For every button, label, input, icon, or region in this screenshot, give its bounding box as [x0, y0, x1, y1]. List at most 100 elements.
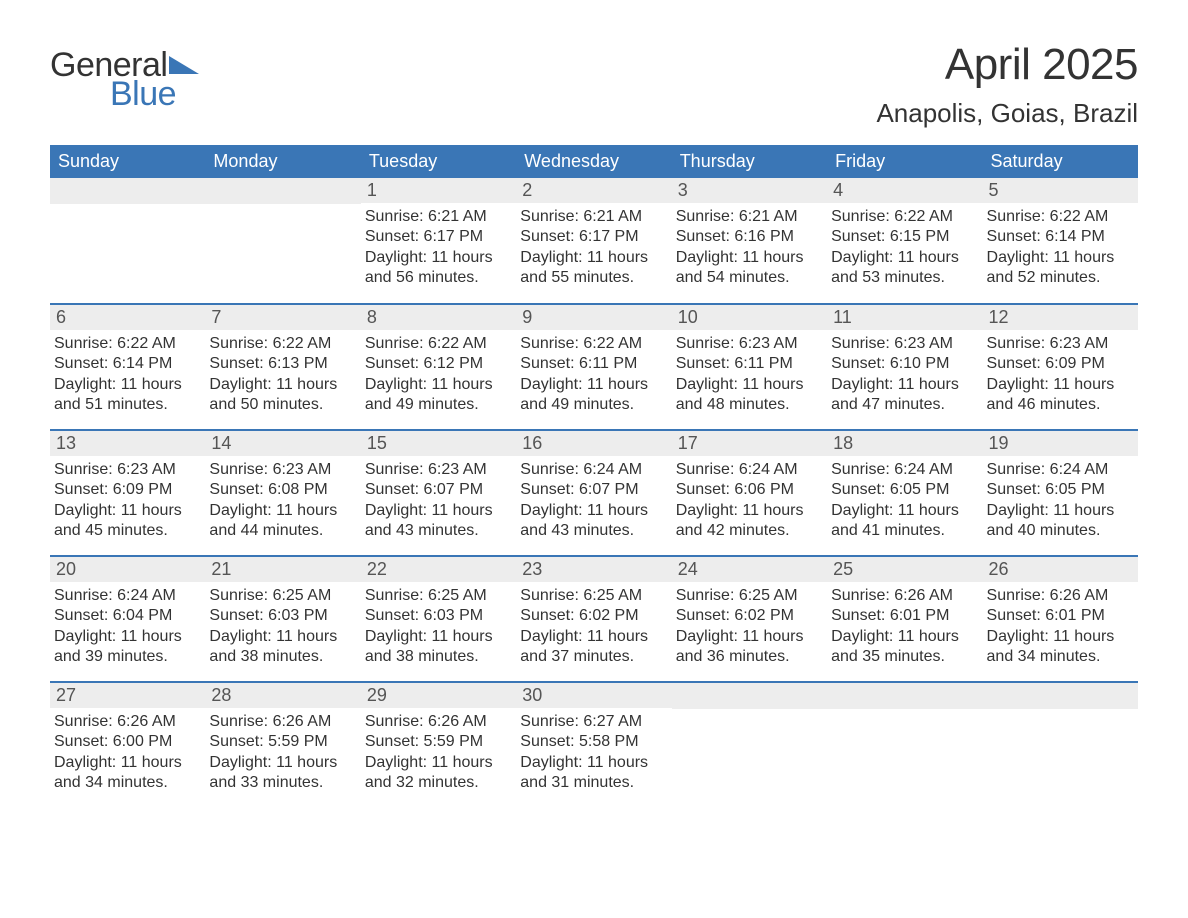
logo: General Blue	[50, 46, 199, 114]
sunrise-line: Sunrise: 6:22 AM	[987, 207, 1134, 227]
day-details: Sunrise: 6:21 AMSunset: 6:17 PMDaylight:…	[361, 203, 516, 293]
day-details: Sunrise: 6:22 AMSunset: 6:11 PMDaylight:…	[516, 330, 671, 420]
daylight-line: Daylight: 11 hours and 44 minutes.	[209, 501, 356, 542]
daylight-line: Daylight: 11 hours and 43 minutes.	[520, 501, 667, 542]
sunset-line: Sunset: 6:17 PM	[520, 227, 667, 247]
calendar-day-cell: 25Sunrise: 6:26 AMSunset: 6:01 PMDayligh…	[827, 556, 982, 682]
day-number: 7	[205, 305, 360, 330]
day-details: Sunrise: 6:23 AMSunset: 6:11 PMDaylight:…	[672, 330, 827, 420]
day-number: 28	[205, 683, 360, 708]
sunrise-line: Sunrise: 6:23 AM	[987, 334, 1134, 354]
calendar-day-cell: 4Sunrise: 6:22 AMSunset: 6:15 PMDaylight…	[827, 178, 982, 304]
sunset-line: Sunset: 6:04 PM	[54, 606, 201, 626]
day-number: 11	[827, 305, 982, 330]
sunrise-line: Sunrise: 6:26 AM	[987, 586, 1134, 606]
sunset-line: Sunset: 6:09 PM	[987, 354, 1134, 374]
weekday-header: Wednesday	[516, 145, 671, 178]
sunrise-line: Sunrise: 6:21 AM	[365, 207, 512, 227]
day-number: 5	[983, 178, 1138, 203]
daylight-line: Daylight: 11 hours and 37 minutes.	[520, 627, 667, 668]
sunrise-line: Sunrise: 6:25 AM	[365, 586, 512, 606]
calendar-day-cell: 11Sunrise: 6:23 AMSunset: 6:10 PMDayligh…	[827, 304, 982, 430]
calendar-day-cell	[983, 682, 1138, 808]
day-number: 1	[361, 178, 516, 203]
day-number: 24	[672, 557, 827, 582]
day-number: 6	[50, 305, 205, 330]
day-details: Sunrise: 6:23 AMSunset: 6:07 PMDaylight:…	[361, 456, 516, 546]
daylight-line: Daylight: 11 hours and 46 minutes.	[987, 375, 1134, 416]
sunrise-line: Sunrise: 6:26 AM	[209, 712, 356, 732]
weekday-header: Thursday	[672, 145, 827, 178]
calendar-day-cell	[827, 682, 982, 808]
day-number	[827, 683, 982, 709]
day-number: 26	[983, 557, 1138, 582]
sunset-line: Sunset: 5:59 PM	[365, 732, 512, 752]
day-details: Sunrise: 6:24 AMSunset: 6:07 PMDaylight:…	[516, 456, 671, 546]
day-number	[205, 178, 360, 204]
sunrise-line: Sunrise: 6:25 AM	[209, 586, 356, 606]
sunrise-line: Sunrise: 6:26 AM	[54, 712, 201, 732]
day-details: Sunrise: 6:26 AMSunset: 5:59 PMDaylight:…	[361, 708, 516, 798]
calendar-day-cell: 15Sunrise: 6:23 AMSunset: 6:07 PMDayligh…	[361, 430, 516, 556]
sunrise-line: Sunrise: 6:21 AM	[676, 207, 823, 227]
daylight-line: Daylight: 11 hours and 54 minutes.	[676, 248, 823, 289]
calendar-week-row: 20Sunrise: 6:24 AMSunset: 6:04 PMDayligh…	[50, 556, 1138, 682]
sunset-line: Sunset: 5:59 PM	[209, 732, 356, 752]
day-details: Sunrise: 6:24 AMSunset: 6:06 PMDaylight:…	[672, 456, 827, 546]
calendar-day-cell: 12 Sunrise: 6:23 AMSunset: 6:09 PMDayligh…	[983, 304, 1138, 430]
day-number: 22	[361, 557, 516, 582]
sunrise-line: Sunrise: 6:22 AM	[365, 334, 512, 354]
day-details: Sunrise: 6:26 AMSunset: 5:59 PMDaylight:…	[205, 708, 360, 798]
calendar-week-row: 6Sunrise: 6:22 AMSunset: 6:14 PMDaylight…	[50, 304, 1138, 430]
sunrise-line: Sunrise: 6:25 AM	[676, 586, 823, 606]
calendar-day-cell: 28Sunrise: 6:26 AMSunset: 5:59 PMDayligh…	[205, 682, 360, 808]
sunset-line: Sunset: 6:06 PM	[676, 480, 823, 500]
calendar-day-cell: 3Sunrise: 6:21 AMSunset: 6:16 PMDaylight…	[672, 178, 827, 304]
calendar-table: SundayMondayTuesdayWednesdayThursdayFrid…	[50, 145, 1138, 808]
sunset-line: Sunset: 6:03 PM	[365, 606, 512, 626]
page-title: April 2025	[876, 40, 1138, 90]
sunrise-line: Sunrise: 6:22 AM	[831, 207, 978, 227]
day-details: Sunrise: 6:22 AMSunset: 6:14 PMDaylight:…	[50, 330, 205, 420]
sunrise-line: Sunrise: 6:26 AM	[831, 586, 978, 606]
calendar-day-cell: 21Sunrise: 6:25 AMSunset: 6:03 PMDayligh…	[205, 556, 360, 682]
sunrise-line: Sunrise: 6:27 AM	[520, 712, 667, 732]
sunset-line: Sunset: 6:14 PM	[987, 227, 1134, 247]
daylight-line: Daylight: 11 hours and 51 minutes.	[54, 375, 201, 416]
daylight-line: Daylight: 11 hours and 55 minutes.	[520, 248, 667, 289]
day-number: 13	[50, 431, 205, 456]
day-details: Sunrise: 6:26 AMSunset: 6:01 PMDaylight:…	[983, 582, 1138, 672]
day-details: Sunrise: 6:25 AMSunset: 6:03 PMDaylight:…	[361, 582, 516, 672]
sunset-line: Sunset: 6:02 PM	[676, 606, 823, 626]
calendar-day-cell: 24Sunrise: 6:25 AMSunset: 6:02 PMDayligh…	[672, 556, 827, 682]
sunset-line: Sunset: 5:58 PM	[520, 732, 667, 752]
calendar-day-cell: 13Sunrise: 6:23 AMSunset: 6:09 PMDayligh…	[50, 430, 205, 556]
daylight-line: Daylight: 11 hours and 49 minutes.	[520, 375, 667, 416]
day-number: 12	[983, 305, 1138, 330]
sunrise-line: Sunrise: 6:22 AM	[54, 334, 201, 354]
sunset-line: Sunset: 6:11 PM	[520, 354, 667, 374]
sunrise-line: Sunrise: 6:24 AM	[54, 586, 201, 606]
day-details: Sunrise: 6:21 AMSunset: 6:17 PMDaylight:…	[516, 203, 671, 293]
calendar-day-cell: 2Sunrise: 6:21 AMSunset: 6:17 PMDaylight…	[516, 178, 671, 304]
weekday-header: Monday	[205, 145, 360, 178]
daylight-line: Daylight: 11 hours and 38 minutes.	[365, 627, 512, 668]
calendar-day-cell: 18Sunrise: 6:24 AMSunset: 6:05 PMDayligh…	[827, 430, 982, 556]
daylight-line: Daylight: 11 hours and 41 minutes.	[831, 501, 978, 542]
calendar-day-cell: 14Sunrise: 6:23 AMSunset: 6:08 PMDayligh…	[205, 430, 360, 556]
day-number: 14	[205, 431, 360, 456]
day-number: 10	[672, 305, 827, 330]
sunset-line: Sunset: 6:05 PM	[987, 480, 1134, 500]
calendar-day-cell: 1Sunrise: 6:21 AMSunset: 6:17 PMDaylight…	[361, 178, 516, 304]
calendar-day-cell: 16Sunrise: 6:24 AMSunset: 6:07 PMDayligh…	[516, 430, 671, 556]
day-number: 21	[205, 557, 360, 582]
day-details: Sunrise: 6:25 AMSunset: 6:02 PMDaylight:…	[672, 582, 827, 672]
sunrise-line: Sunrise: 6:24 AM	[676, 460, 823, 480]
calendar-day-cell: 29Sunrise: 6:26 AMSunset: 5:59 PMDayligh…	[361, 682, 516, 808]
calendar-day-cell: 20Sunrise: 6:24 AMSunset: 6:04 PMDayligh…	[50, 556, 205, 682]
daylight-line: Daylight: 11 hours and 34 minutes.	[987, 627, 1134, 668]
day-number: 17	[672, 431, 827, 456]
calendar-day-cell: 26Sunrise: 6:26 AMSunset: 6:01 PMDayligh…	[983, 556, 1138, 682]
sunrise-line: Sunrise: 6:22 AM	[209, 334, 356, 354]
day-number: 16	[516, 431, 671, 456]
